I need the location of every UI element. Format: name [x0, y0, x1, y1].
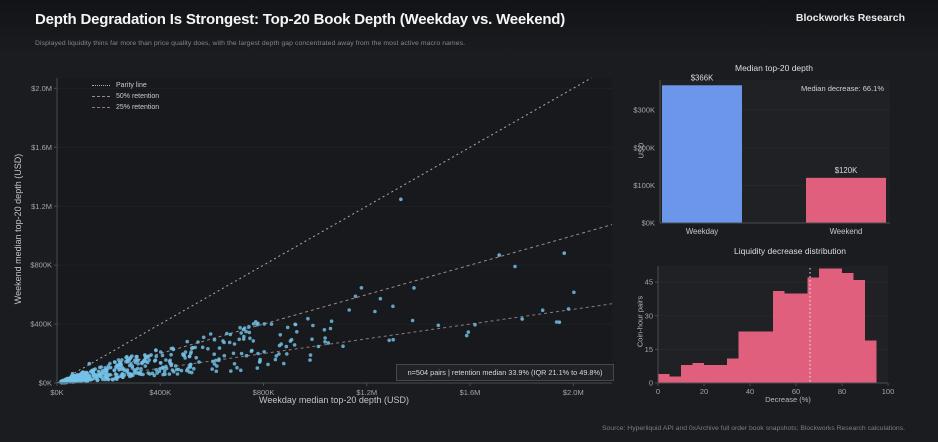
svg-text:20: 20: [700, 387, 708, 396]
page-subtitle: Displayed liquidity thins far more than …: [35, 40, 466, 47]
svg-text:45: 45: [645, 278, 653, 287]
bar-chart: $366K Weekday $120K Weekend $0K $100K $200K $30…: [633, 73, 890, 236]
svg-text:$1.6M: $1.6M: [31, 143, 52, 152]
svg-text:$2.0M: $2.0M: [563, 388, 584, 397]
bar-weekend: [806, 177, 886, 223]
legend-label: Parity line: [116, 82, 147, 89]
legend-item-parity: Parity line: [92, 80, 159, 91]
median-decrease-annotation: Median decrease: 66.1%: [801, 84, 884, 93]
svg-text:$400K: $400K: [149, 388, 171, 397]
scatter-y-axis-title: Weekend median top-20 depth (USD): [13, 153, 23, 305]
legend-item-25-retention: 25% retention: [92, 102, 159, 113]
svg-text:30: 30: [645, 311, 653, 320]
histogram-y-axis-title: Coin-hour pairs: [635, 295, 645, 348]
svg-text:$1.2M: $1.2M: [31, 202, 52, 211]
svg-text:$300K: $300K: [633, 106, 655, 115]
svg-text:$120K: $120K: [835, 166, 858, 175]
svg-text:$200K: $200K: [633, 143, 655, 152]
histogram-bars: [658, 268, 877, 383]
scatter-plot: $0K $400K $800K $1.2M $1.6M $2.0M $0K $400K $800…: [30, 77, 613, 397]
svg-text:$100K: $100K: [633, 181, 655, 190]
svg-text:$0K: $0K: [50, 388, 63, 397]
svg-text:0: 0: [656, 387, 660, 396]
scatter-x-axis-title: Weekday median top-20 depth (USD): [259, 395, 409, 405]
svg-text:$400K: $400K: [30, 320, 52, 329]
svg-text:$800K: $800K: [253, 388, 275, 397]
histogram-title: Liquidity decrease distribution: [734, 246, 846, 256]
scatter-points: [59, 197, 576, 385]
bar-weekday: [662, 85, 742, 223]
histogram-x-axis-title: Decrease (%): [765, 395, 811, 404]
svg-text:40: 40: [746, 387, 754, 396]
svg-text:100: 100: [882, 387, 895, 396]
legend-label: 25% retention: [116, 104, 160, 111]
svg-text:$800K: $800K: [30, 261, 52, 270]
svg-text:15: 15: [645, 345, 653, 354]
svg-text:$1.6M: $1.6M: [460, 388, 481, 397]
scatter-stats-annotation: n=504 pairs | retention median 33.9% (IQ…: [396, 364, 614, 381]
brand-logo: Blockworks Research: [795, 12, 905, 24]
bar-y-axis-title: USD: [636, 142, 646, 159]
svg-text:$1.2M: $1.2M: [356, 388, 377, 397]
retention-50-swatch-icon: [92, 96, 110, 97]
svg-text:0: 0: [649, 379, 653, 388]
scatter-legend: Parity line 50% retention 25% retention: [92, 80, 159, 113]
histogram: 0 20 40 60 80 100 0 15 30 45: [645, 266, 895, 396]
svg-text:80: 80: [838, 387, 846, 396]
legend-label: 50% retention: [116, 93, 160, 100]
svg-text:Weekend: Weekend: [830, 227, 863, 236]
retention-25-swatch-icon: [92, 107, 110, 108]
svg-text:60: 60: [792, 387, 800, 396]
parity-line-swatch-icon: [92, 85, 110, 86]
svg-text:$0K: $0K: [642, 219, 655, 228]
legend-item-50-retention: 50% retention: [92, 91, 159, 102]
bar-chart-title: Median top-20 depth: [735, 63, 813, 73]
svg-text:$0K: $0K: [39, 379, 52, 388]
source-note: Source: Hyperliquid API and 0xArchive fu…: [602, 425, 905, 432]
svg-text:$2.0M: $2.0M: [31, 84, 52, 93]
svg-text:Weekday: Weekday: [686, 227, 718, 236]
svg-text:$366K: $366K: [691, 73, 714, 82]
page-title: Depth Degradation Is Strongest: Top-20 B…: [35, 11, 566, 28]
